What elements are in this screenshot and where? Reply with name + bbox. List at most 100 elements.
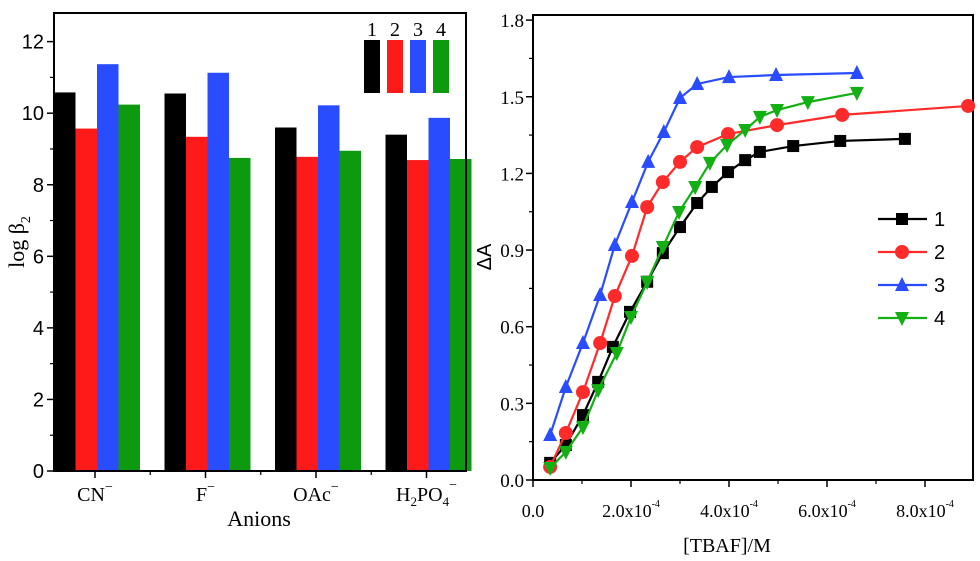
marker-triangle-up	[558, 378, 573, 393]
marker-square	[753, 145, 766, 158]
marker-triangle-up	[641, 153, 656, 168]
marker-triangle-down	[800, 96, 815, 111]
line-x-axis: 0.0 2.0x10-4 4.0x10-4 6.0x10-4 8.0x10-4	[522, 479, 973, 521]
y-tick-label: 0	[33, 461, 44, 483]
marker-square	[691, 197, 704, 210]
y-tick-label: 1.8	[500, 11, 524, 32]
line-legend: 1 2 3 4	[878, 209, 945, 330]
marker-triangle-down	[738, 123, 753, 138]
x-tick-label: H2PO4−	[396, 478, 457, 509]
marker-square	[898, 132, 911, 145]
line-y-axis: 0.0 0.3 0.6 0.9 1.2 1.5 1.8	[500, 11, 533, 492]
bar	[428, 117, 450, 472]
bar	[407, 160, 429, 471]
marker-triangle-down	[752, 110, 767, 125]
y-tick-label: 0.0	[500, 471, 524, 492]
legend-item-3: 3	[878, 275, 945, 297]
bar	[275, 127, 297, 471]
marker-triangle-up	[769, 67, 784, 82]
bar-y-axis-title: log β2	[4, 216, 34, 268]
legend-item-3: 3	[410, 19, 426, 93]
x-tick-label: CN−	[77, 480, 113, 506]
marker-circle	[835, 107, 850, 122]
legend-label: 3	[934, 275, 945, 297]
marker-triangle-down	[575, 421, 590, 436]
marker-square	[739, 154, 752, 167]
y-tick-label: 2	[33, 389, 44, 411]
legend-item-2: 2	[387, 19, 403, 93]
x-tick-label: OAc−	[293, 480, 339, 506]
marker-triangle-down	[609, 347, 624, 362]
marker-circle	[624, 248, 639, 263]
marker-triangle-up	[690, 75, 705, 90]
marker-triangle-up	[673, 90, 687, 105]
bar	[186, 136, 208, 471]
legend-label: 4	[934, 308, 945, 330]
svg-text:log β2: log β2	[4, 216, 34, 268]
marker-circle	[721, 127, 736, 142]
marker-circle	[770, 118, 785, 133]
legend-label: 3	[413, 19, 423, 41]
marker-circle	[640, 200, 655, 215]
line-series-2	[543, 98, 976, 474]
marker-circle	[575, 385, 590, 400]
marker-triangle-up	[624, 194, 639, 209]
y-tick-label: 0.6	[500, 318, 524, 339]
x-tick-label: 4.0x10-4	[700, 499, 758, 521]
legend-item-4: 4	[878, 308, 945, 330]
marker-circle	[961, 98, 976, 113]
marker-triangle-down	[543, 461, 558, 476]
bar-y-axis: 0 2 4 6 8 10 12	[22, 32, 54, 483]
x-tick-label: F−	[196, 480, 215, 506]
bar	[296, 156, 318, 471]
marker-square	[705, 180, 718, 193]
marker-circle	[895, 245, 909, 259]
marker-square	[787, 140, 800, 153]
line-series-4	[543, 86, 864, 476]
marker-triangle-up	[543, 427, 558, 442]
marker-square	[722, 166, 735, 179]
y-tick-label: 6	[33, 246, 44, 268]
marker-circle	[607, 289, 622, 304]
bar-series-1	[54, 92, 407, 471]
x-tick-label: 0.0	[522, 501, 545, 521]
marker-triangle-down	[702, 156, 717, 171]
marker-triangle-down	[849, 86, 864, 101]
x-tick-label: 2.0x10-4	[602, 499, 660, 521]
legend-item-1: 1	[878, 209, 945, 231]
bar	[339, 150, 361, 471]
marker-triangle-up	[575, 335, 590, 350]
bar-x-axis-title: Anions	[227, 506, 291, 531]
legend-item-1: 1	[364, 19, 380, 93]
legend-label: 4	[436, 19, 446, 41]
marker-triangle-up	[593, 287, 608, 302]
line-series-group	[543, 64, 976, 476]
legend-swatch	[364, 40, 380, 93]
bar	[97, 64, 119, 472]
marker-triangle-down	[591, 384, 606, 399]
legend-label: 2	[934, 242, 945, 264]
legend-swatch	[433, 40, 449, 93]
y-tick-label: 10	[22, 103, 44, 125]
bar	[75, 128, 97, 472]
line-y-axis-title: ΔA	[474, 243, 496, 270]
x-tick-label: 8.0x10-4	[896, 499, 954, 521]
bar	[385, 134, 407, 471]
y-tick-label: 1.5	[500, 88, 524, 109]
bar-series-3	[97, 64, 450, 472]
bar	[318, 105, 340, 472]
marker-triangle-up	[849, 64, 864, 79]
bar-series-group	[54, 64, 472, 472]
y-tick-label: 4	[33, 318, 44, 340]
bar	[450, 158, 472, 472]
marker-triangle-down	[895, 312, 909, 326]
y-tick-label: 12	[22, 32, 44, 54]
line-chart: 0.0 0.3 0.6 0.9 1.2 1.5 1.8 0.0 2.0x10-4 4.0x10-…	[474, 11, 976, 557]
legend-swatch	[410, 40, 426, 93]
legend-swatch	[387, 40, 403, 93]
marker-triangle-down	[672, 205, 687, 220]
marker-square	[896, 213, 908, 225]
bar	[207, 72, 229, 471]
bar-y-axis-title-main: log β	[4, 223, 29, 268]
